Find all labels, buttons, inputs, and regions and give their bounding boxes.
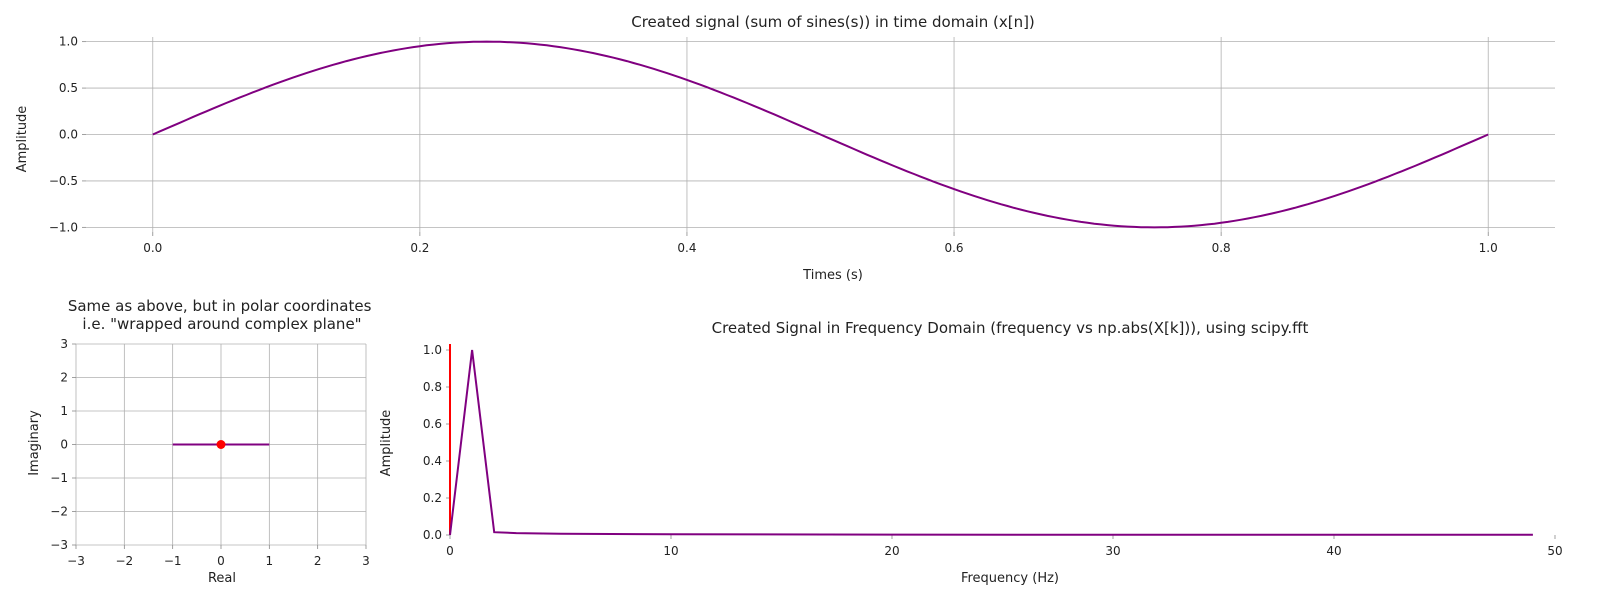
polar-xtick-label: 3	[362, 554, 370, 568]
frequency-domain-series	[449, 344, 1533, 536]
time-domain-title: Created signal (sum of sines(s)) in time…	[631, 13, 1035, 31]
polar-xtick-label: 1	[266, 554, 274, 568]
time-domain-ytick-label: 0.0	[59, 128, 78, 142]
time-domain-xtick-label: 0.2	[410, 241, 429, 255]
frequency-domain-xtick-label: 10	[663, 544, 678, 558]
frequency-domain-xtick-label: 40	[1326, 544, 1341, 558]
polar-xtick-label: −2	[115, 554, 133, 568]
frequency-domain-ylabel: Amplitude	[379, 410, 394, 477]
polar-ytick-label: 0	[60, 438, 68, 452]
frequency-domain-ytick-label: 0.6	[423, 417, 442, 431]
time-domain-series-line	[152, 40, 1489, 229]
time-domain-ticks: 0.0 0.2 0.4 0.6 0.8 1.0 1.0 0.5 0.0 −0.5 −1.0	[49, 35, 1498, 255]
time-domain-xtick-label: 0.8	[1212, 241, 1231, 255]
polar-xtick-label: 0	[217, 554, 225, 568]
frequency-domain-xtick-label: 20	[884, 544, 899, 558]
polar-xtick-label: −3	[67, 554, 85, 568]
frequency-domain-xtick-label: 50	[1547, 544, 1562, 558]
polar-ticks: −3 −2 −1 0 1 2 3 3 2 1 0 −1 −2 −3	[50, 337, 370, 568]
time-domain-ylabel: Amplitude	[15, 106, 30, 173]
polar-ytick-label: 1	[60, 404, 68, 418]
frequency-domain-xtick-label: 0	[446, 544, 454, 558]
time-domain-chart: Created signal (sum of sines(s)) in time…	[15, 13, 1555, 283]
frequency-domain-title: Created Signal in Frequency Domain (freq…	[712, 319, 1309, 337]
frequency-domain-series-line	[449, 349, 1533, 536]
time-domain-ytick-label: −0.5	[49, 174, 78, 188]
polar-ytick-label: −3	[50, 538, 68, 552]
time-domain-xtick-label: 1.0	[1479, 241, 1498, 255]
frequency-domain-ytick-label: 0.8	[423, 380, 442, 394]
time-domain-xtick-label: 0.6	[944, 241, 963, 255]
frequency-domain-ytick-label: 0.4	[423, 454, 442, 468]
polar-ylabel: Imaginary	[27, 410, 42, 476]
frequency-domain-ytick-label: 0.2	[423, 491, 442, 505]
polar-center-marker	[216, 440, 226, 449]
polar-title-line-2: i.e. "wrapped around complex plane"	[82, 315, 361, 333]
polar-ytick-label: −2	[50, 505, 68, 519]
polar-title: Same as above, but in polar coordinates …	[68, 297, 376, 333]
frequency-domain-ytick-label: 0.0	[423, 528, 442, 542]
time-domain-ytick-label: −1.0	[49, 220, 78, 234]
frequency-domain-chart: Created Signal in Frequency Domain (freq…	[379, 319, 1563, 586]
polar-xtick-label: 2	[314, 554, 322, 568]
polar-ytick-label: −1	[50, 471, 68, 485]
polar-xlabel: Real	[208, 571, 236, 586]
polar-xtick-label: −1	[164, 554, 182, 568]
polar-title-line-1: Same as above, but in polar coordinates	[68, 297, 372, 315]
frequency-domain-ytick-label: 1.0	[423, 343, 442, 357]
time-domain-xtick-label: 0.4	[677, 241, 696, 255]
time-domain-xlabel: Times (s)	[802, 268, 863, 283]
time-domain-xtick-label: 0.0	[143, 241, 162, 255]
frequency-domain-xlabel: Frequency (Hz)	[961, 571, 1059, 586]
frequency-domain-ticks: 0 10 20 30 40 50 1.0 0.8 0.6 0.4 0.2 0.0	[423, 343, 1563, 558]
frequency-domain-xtick-label: 30	[1105, 544, 1120, 558]
time-domain-ytick-label: 0.5	[59, 81, 78, 95]
polar-chart: Same as above, but in polar coordinates …	[27, 297, 376, 586]
polar-ytick-label: 2	[60, 371, 68, 385]
time-domain-series	[152, 40, 1489, 229]
time-domain-ytick-label: 1.0	[59, 35, 78, 49]
polar-ytick-label: 3	[60, 337, 68, 351]
polar-series	[172, 440, 270, 449]
